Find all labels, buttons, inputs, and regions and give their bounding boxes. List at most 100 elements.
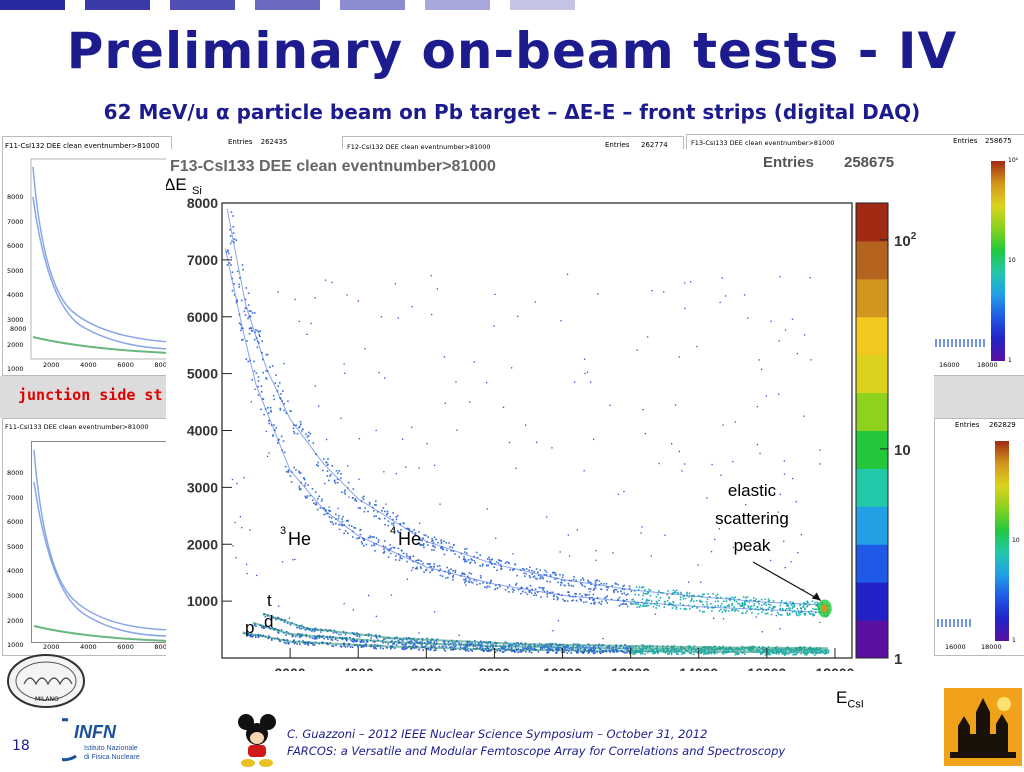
band-point — [274, 382, 277, 384]
band-point — [373, 544, 376, 547]
band-point — [815, 649, 817, 651]
band-point — [682, 647, 684, 649]
small-panel-band — [935, 339, 985, 347]
band-point — [612, 649, 614, 651]
band-point — [365, 543, 368, 546]
band-point — [821, 649, 823, 652]
band-point — [248, 310, 251, 312]
infn-line-2: di Fisica Nucleare — [84, 754, 140, 761]
band-point — [656, 651, 659, 654]
band-point — [249, 315, 252, 318]
small-panel-colorbar — [995, 441, 1009, 641]
band-point — [406, 555, 408, 557]
band-point — [395, 516, 398, 518]
band-point — [631, 603, 633, 605]
small-y-tick: 8000 — [7, 193, 24, 201]
band-point — [387, 556, 390, 558]
band-point — [553, 594, 555, 597]
y-tick-label: 4000 — [187, 423, 218, 439]
band-point — [729, 597, 732, 600]
band-point — [398, 640, 400, 643]
band-point — [289, 475, 292, 477]
band-point — [233, 238, 236, 240]
band-point — [307, 484, 309, 486]
noise-point — [779, 276, 781, 278]
band-point — [644, 653, 646, 655]
band-point — [479, 647, 481, 649]
band-point — [795, 612, 798, 615]
band-point — [283, 641, 286, 644]
mickey-mouse-icon — [238, 714, 276, 767]
noise-point — [791, 318, 794, 320]
band-point — [246, 340, 248, 342]
noise-point — [800, 607, 802, 610]
band-point — [635, 602, 637, 604]
noise-point — [734, 421, 736, 423]
band-point — [270, 409, 272, 412]
band-point — [277, 442, 279, 444]
band-point — [258, 331, 260, 333]
band-point — [581, 650, 584, 653]
band-point — [299, 472, 302, 474]
band-point — [566, 600, 569, 602]
band-point — [279, 409, 282, 411]
band-point — [399, 555, 402, 558]
slide-subtitle: 62 MeV/u α particle beam on Pb target – … — [103, 100, 921, 124]
band-point — [334, 482, 337, 484]
band-point — [711, 610, 713, 612]
band-point — [542, 645, 545, 647]
band-point — [580, 599, 582, 602]
colorbar-segment — [856, 582, 888, 621]
noise-point — [456, 429, 458, 431]
band-point — [661, 647, 664, 649]
band-point — [667, 648, 670, 651]
band-point — [773, 606, 776, 608]
band-point — [644, 589, 646, 591]
band-point — [731, 602, 733, 605]
noise-point — [792, 477, 794, 480]
band-point — [789, 649, 792, 652]
band-point — [748, 601, 751, 603]
band-point — [772, 600, 775, 602]
band-point — [313, 502, 315, 505]
band-point — [290, 481, 293, 483]
band-point — [458, 556, 460, 558]
band-point — [323, 637, 325, 640]
band-point — [298, 471, 300, 473]
band-point — [373, 647, 376, 650]
band-point — [446, 549, 448, 552]
band-point — [431, 569, 434, 571]
band-point — [241, 264, 244, 266]
band-point — [240, 299, 243, 302]
band-point — [314, 636, 316, 639]
band-point — [362, 537, 364, 540]
band-point — [453, 544, 455, 546]
noise-point — [809, 277, 811, 279]
band-point — [403, 648, 406, 651]
plot-frame — [221, 202, 853, 659]
band-point — [617, 583, 619, 586]
band-point — [314, 629, 316, 632]
band-point — [285, 471, 288, 473]
band-point — [334, 522, 337, 525]
band-point — [381, 510, 383, 512]
band-point — [392, 512, 394, 514]
band-point — [384, 638, 387, 640]
band-point — [257, 636, 260, 638]
band-point — [293, 642, 296, 645]
band-point — [785, 608, 788, 610]
footer-line-1: C. Guazzoni – 2012 IEEE Nuclear Science … — [287, 727, 708, 741]
x-tick-label: 4000 — [343, 665, 374, 671]
small-panel-band — [937, 619, 973, 627]
band-point — [618, 647, 620, 650]
band-point — [524, 575, 526, 577]
band-point — [733, 597, 735, 599]
band-point — [399, 522, 401, 525]
band-point — [652, 605, 655, 608]
band-point — [512, 569, 514, 571]
band-point — [231, 289, 234, 292]
noise-point — [583, 470, 585, 472]
top-bar-1 — [0, 0, 65, 10]
band-point — [827, 651, 830, 654]
band-point — [529, 576, 531, 579]
